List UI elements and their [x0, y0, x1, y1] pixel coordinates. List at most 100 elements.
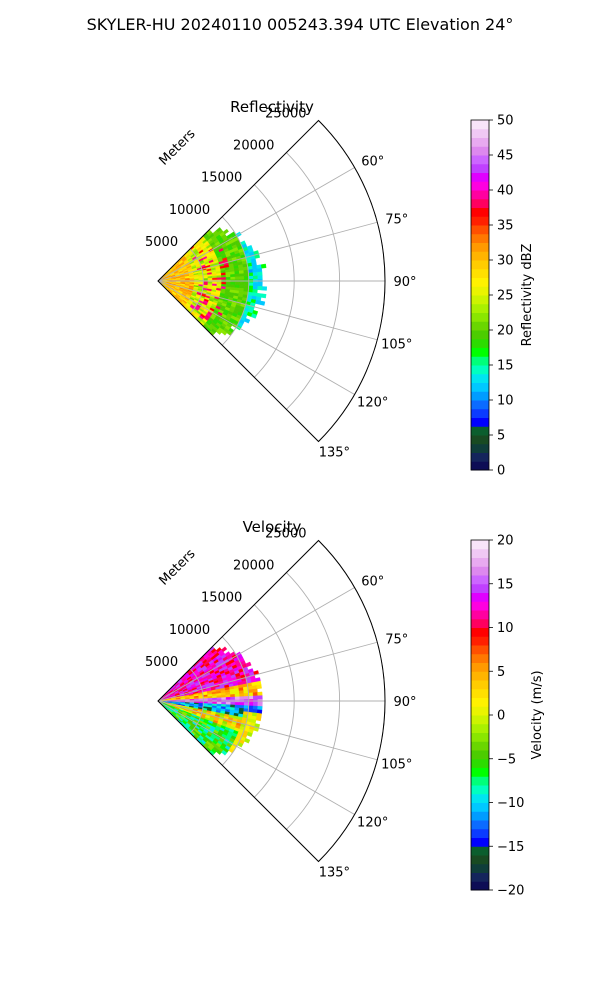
panel-title: Velocity	[243, 518, 302, 536]
azimuth-line	[157, 221, 378, 282]
data-cell	[252, 268, 258, 273]
data-cell	[221, 646, 228, 653]
data-cell	[245, 661, 252, 668]
data-cell	[257, 695, 263, 700]
colorbar-segment	[471, 435, 489, 445]
colorbar-segment	[471, 312, 489, 322]
colorbar-segment	[471, 645, 489, 655]
colorbar-segment	[471, 837, 489, 847]
azimuth-tick-label: 120°	[357, 816, 388, 831]
range-tick-label: 25000	[265, 106, 306, 121]
colorbar-tick-label: 30	[497, 254, 514, 269]
colorbar-segment	[471, 802, 489, 812]
data-cell	[234, 282, 240, 286]
colorbar-segment	[471, 741, 489, 751]
colorbar-tick-label: 25	[497, 289, 514, 304]
colorbar-tick-label: 40	[497, 184, 514, 199]
data-cell	[253, 702, 259, 707]
azimuth-line	[157, 280, 378, 341]
data-cell	[239, 702, 245, 706]
panel-title: Reflectivity	[230, 98, 314, 116]
azimuth-line	[157, 641, 378, 702]
data-cell	[257, 271, 263, 276]
colorbar-segment	[471, 260, 489, 270]
colorbar-segment	[471, 120, 489, 130]
colorbar-tick-label: −10	[497, 796, 524, 811]
azimuth-line	[157, 587, 355, 702]
colorbar-tick-label: 15	[497, 577, 514, 592]
colorbar-segment	[471, 225, 489, 235]
azimuth-tick-label: 105°	[381, 337, 412, 352]
azimuth-line	[157, 167, 355, 282]
data-cell	[248, 272, 254, 277]
colorbar-segment	[471, 251, 489, 261]
colorbar-segment	[471, 706, 489, 716]
sector-outline	[157, 119, 386, 443]
data-cell	[252, 692, 258, 697]
colorbar-segment	[471, 863, 489, 873]
range-tick-label: 15000	[201, 591, 242, 606]
colorbar-segment	[471, 172, 489, 182]
colorbar-segment	[471, 767, 489, 777]
colorbar-segment	[471, 793, 489, 803]
colorbar-segment	[471, 198, 489, 208]
colorbar-ticks: 0 5 10 15 20 25 30 35 40 45 50	[489, 114, 514, 479]
data-cell	[259, 300, 266, 306]
data-cell	[244, 317, 251, 324]
colorbar-segment	[471, 338, 489, 348]
data-cell	[260, 263, 267, 269]
data-cell	[221, 329, 228, 336]
colorbar-tick-label: 10	[497, 621, 514, 636]
data-cell	[252, 285, 258, 290]
azimuth-tick-label: 105°	[381, 757, 412, 772]
colorbar-ticks: −20 −15 −10 −5 0 5 10 15 20	[489, 534, 524, 899]
colorbar-segment	[471, 618, 489, 628]
azimuth-line	[157, 280, 355, 395]
data-cell	[230, 276, 236, 280]
colorbar-segment	[471, 627, 489, 637]
data-cell	[252, 272, 258, 277]
data-cell	[248, 695, 254, 700]
figure-title: SKYLER-HU 20240110 005243.394 UTC Elevat…	[86, 15, 514, 34]
data-cell	[243, 692, 249, 697]
data-cell	[256, 268, 263, 273]
data-cell	[207, 697, 213, 701]
velocity-panel: Velocity 60° 75° 90° 105° 120° 135° 5000 10000 1…	[145, 518, 545, 899]
colorbar-segment	[471, 636, 489, 646]
colorbar-segment	[471, 732, 489, 742]
colorbar-segment	[471, 723, 489, 733]
colorbar-tick-label: 5	[497, 665, 505, 680]
colorbar-segment	[471, 190, 489, 200]
data-cell	[222, 228, 229, 235]
range-tick-label: 10000	[169, 203, 210, 218]
data-cell	[244, 737, 251, 744]
colorbar-segment	[471, 881, 489, 891]
colorbar-segment	[471, 216, 489, 226]
colorbar-segment	[471, 347, 489, 357]
data-cell	[230, 702, 236, 706]
colorbar-segment	[471, 365, 489, 375]
data-cell	[257, 282, 263, 287]
data-cell	[221, 277, 227, 281]
colorbar-tick-label: −15	[497, 840, 524, 855]
data-cell	[239, 693, 245, 697]
data-cell	[252, 705, 258, 710]
data-cell	[243, 282, 249, 286]
data-cell	[257, 706, 263, 711]
colorbar-label: Velocity (m/s)	[530, 670, 545, 759]
colorbar-segment	[471, 233, 489, 243]
reflectivity-colorbar	[470, 119, 490, 471]
colorbar-tick-label: −20	[497, 884, 524, 899]
azimuth-tick-label: 75°	[385, 213, 408, 228]
data-cell	[243, 276, 249, 280]
colorbar-segment	[471, 128, 489, 138]
colorbar-segment	[471, 137, 489, 147]
colorbar-segment	[471, 872, 489, 882]
data-cell	[250, 313, 257, 319]
data-cell	[216, 697, 222, 701]
colorbar-segment	[471, 653, 489, 663]
data-cell	[243, 702, 249, 706]
range-tick-label: 20000	[233, 139, 274, 154]
data-cell	[257, 691, 263, 696]
azimuth-tick-label: 135°	[319, 445, 350, 460]
